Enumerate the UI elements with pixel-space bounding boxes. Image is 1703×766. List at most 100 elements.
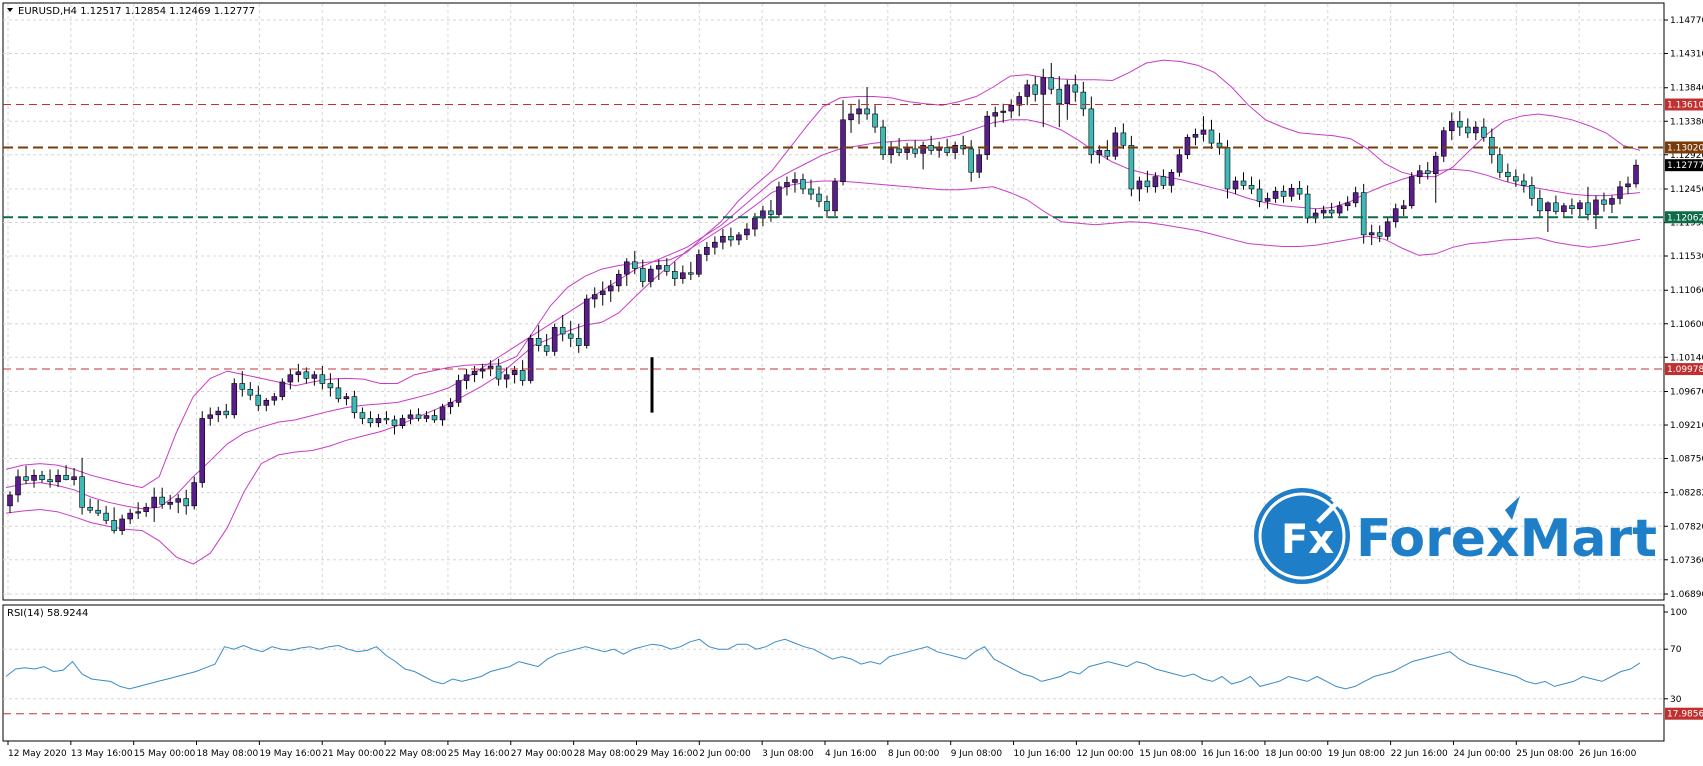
candle-body [1360, 192, 1367, 236]
candle-body [47, 479, 53, 483]
bollinger-bands [5, 59, 1641, 565]
candle-body [79, 476, 85, 508]
candle-body [1384, 221, 1391, 237]
candle-body [984, 115, 990, 156]
level-tag-support-2 [1665, 363, 1703, 376]
candle-body [255, 394, 262, 406]
candle-body [1368, 232, 1375, 236]
rsi-level-tag: 17.9856 [1665, 707, 1703, 720]
rsi-pane[interactable]: RSI(14) 58.9244 [2, 604, 1665, 742]
price-axis[interactable]: 1.14770 1.14310 1.13840 1.13380 1.12920 1.124… [1664, 16, 1703, 600]
time-tick-label: 15 May 00:00 [134, 749, 196, 759]
candle-body [487, 365, 494, 370]
bollinger-middle-line [5, 119, 1641, 510]
price-pane-frame [2, 2, 1665, 601]
candle-body [1184, 136, 1191, 156]
candle-body [688, 272, 694, 275]
candle-body [239, 383, 246, 390]
price-pane[interactable]: EURUSD,H4 1.12517 1.12854 1.12469 1.1277… [2, 2, 1665, 601]
candle-body [103, 512, 109, 521]
candle-body [159, 496, 165, 505]
candle-body [439, 406, 446, 421]
time-tick-label: 12 Jun 00:00 [1076, 749, 1133, 759]
candle-body [447, 402, 454, 408]
candle-body [832, 181, 838, 212]
candle-body [1473, 126, 1479, 134]
time-tick-label: 22 May 08:00 [385, 749, 447, 759]
candles [7, 62, 1639, 535]
rsi-level-tag-bg [1665, 707, 1703, 720]
candle-body [95, 509, 101, 514]
time-axis[interactable]: 12 May 2020 13 May 16:00 15 May 00:00 18 Ma… [7, 741, 1637, 759]
candle-body [720, 236, 726, 243]
candle-body [712, 241, 718, 248]
candle-body [1224, 147, 1231, 190]
time-tick-label: 2 Jun 00:00 [699, 749, 751, 759]
candle-body [199, 418, 206, 483]
candle-body [904, 148, 910, 153]
candle-body [912, 148, 918, 154]
candle-body [271, 396, 278, 401]
price-tick-label: 1.14310 [1670, 50, 1703, 60]
candle-body [231, 383, 238, 416]
time-tick-label: 19 May 16:00 [259, 749, 321, 759]
candle-body [1416, 170, 1423, 177]
horizontal-levels[interactable] [3, 103, 1664, 370]
candle-body [119, 518, 125, 531]
candle-body [1633, 164, 1639, 185]
price-tick-label: 1.13840 [1670, 84, 1703, 94]
level-tag-text-pivot: 1.13020 [1667, 143, 1703, 153]
candle-body [952, 144, 958, 153]
candle-body [287, 374, 294, 383]
candle-body [1192, 134, 1199, 138]
price-tick-label: 1.12920 [1670, 151, 1703, 161]
candle-body [920, 144, 926, 154]
candle-body [880, 126, 886, 156]
time-tick-label: 3 Jun 08:00 [762, 749, 814, 759]
candle-body [856, 108, 862, 115]
level-tag-pivot [1665, 141, 1703, 154]
candle-body [135, 511, 141, 514]
candle-body [399, 418, 406, 427]
candle-body [335, 387, 342, 400]
candle-body [39, 474, 45, 480]
logo-arrow-icon [1316, 502, 1338, 524]
candle-body [1537, 198, 1543, 212]
candle-body [1256, 188, 1263, 202]
candle-body [976, 154, 982, 173]
price-tick-label: 1.08750 [1670, 455, 1703, 465]
candle-body [151, 496, 157, 508]
candle-body [808, 188, 814, 195]
logo-arrowhead-icon [1330, 497, 1343, 510]
symbol-info: EURUSD,H4 1.12517 1.12854 1.12469 1.1277… [18, 6, 255, 17]
candle-body [800, 179, 806, 190]
candle-body [1577, 202, 1583, 209]
candle-body [359, 412, 366, 419]
logo-badge-text: Fx [1281, 517, 1334, 563]
price-tick-label: 1.10140 [1670, 353, 1703, 363]
candle-body [864, 108, 870, 115]
candle-body [1448, 120, 1455, 132]
candle-body [1561, 205, 1567, 212]
time-tick-label: 27 May 00:00 [511, 749, 573, 759]
candle-body [367, 418, 374, 424]
logo-badge-ring [1258, 492, 1346, 580]
candle-body [527, 338, 534, 381]
price-tick-label: 1.12450 [1670, 185, 1703, 195]
candle-body [1521, 180, 1527, 186]
triangle-down-icon[interactable] [7, 8, 13, 12]
candle-body [1176, 154, 1183, 173]
time-tick-label: 26 Jun 16:00 [1579, 749, 1636, 759]
candle-body [1264, 198, 1271, 202]
candle-body [575, 338, 582, 346]
rsi-level-tag-text: 17.9856 [1667, 710, 1703, 720]
time-tick-label: 24 Jun 00:00 [1453, 749, 1510, 759]
price-tick-label: 1.07820 [1670, 522, 1703, 532]
candle-body [535, 338, 542, 346]
candle-body [407, 414, 414, 419]
candle-body [615, 273, 622, 287]
candle-body [127, 512, 133, 520]
time-tick-label: 12 May 2020 [8, 749, 67, 759]
rsi-label: RSI(14) 58.9244 [7, 608, 88, 619]
